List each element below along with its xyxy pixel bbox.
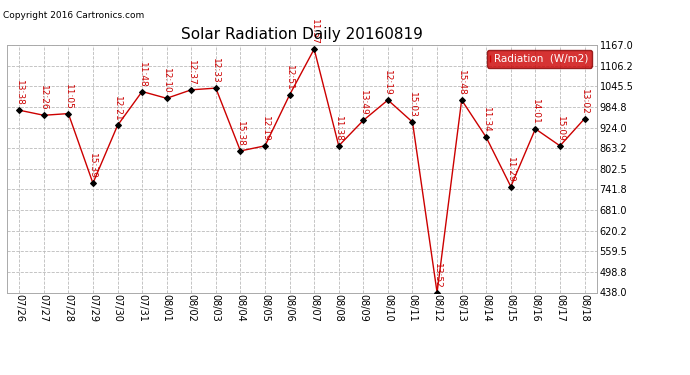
- Point: [210, 85, 221, 91]
- Text: 15:48: 15:48: [457, 70, 466, 96]
- Title: Solar Radiation Daily 20160819: Solar Radiation Daily 20160819: [181, 27, 423, 42]
- Text: 11:29: 11:29: [506, 157, 515, 182]
- Point: [14, 107, 25, 113]
- Point: [259, 143, 270, 149]
- Point: [358, 117, 369, 123]
- Text: 12:10: 12:10: [162, 68, 171, 94]
- Point: [505, 184, 516, 190]
- Point: [186, 87, 197, 93]
- Text: 13:52: 13:52: [433, 262, 442, 288]
- Point: [530, 126, 541, 132]
- Text: 12:26: 12:26: [39, 86, 48, 111]
- Text: 11:34: 11:34: [482, 107, 491, 133]
- Point: [112, 123, 123, 129]
- Text: 15:09: 15:09: [555, 116, 564, 142]
- Text: 13:02: 13:02: [580, 89, 589, 114]
- Text: 12:19: 12:19: [261, 116, 270, 142]
- Text: 11:48: 11:48: [137, 62, 146, 87]
- Text: 12:21: 12:21: [113, 96, 122, 121]
- Point: [481, 134, 492, 140]
- Text: 11:05: 11:05: [64, 84, 73, 110]
- Text: 15:39: 15:39: [88, 153, 97, 179]
- Text: 12:33: 12:33: [211, 58, 220, 84]
- Text: 11:57: 11:57: [310, 19, 319, 45]
- Text: 15:03: 15:03: [408, 92, 417, 118]
- Point: [555, 143, 566, 149]
- Point: [235, 148, 246, 154]
- Text: 11:38: 11:38: [334, 116, 343, 142]
- Text: 12:19: 12:19: [384, 70, 393, 96]
- Point: [407, 119, 418, 125]
- Point: [161, 95, 172, 101]
- Point: [382, 97, 393, 103]
- Point: [88, 180, 99, 186]
- Text: 13:49: 13:49: [359, 90, 368, 116]
- Text: 15:38: 15:38: [236, 121, 245, 147]
- Point: [38, 112, 49, 118]
- Point: [137, 88, 148, 94]
- Point: [333, 143, 344, 149]
- Point: [63, 111, 74, 117]
- Text: 12:51: 12:51: [285, 65, 294, 91]
- Text: 14:01: 14:01: [531, 99, 540, 125]
- Point: [308, 46, 319, 52]
- Point: [284, 92, 295, 98]
- Text: 13:38: 13:38: [14, 80, 23, 106]
- Text: Copyright 2016 Cartronics.com: Copyright 2016 Cartronics.com: [3, 11, 145, 20]
- Point: [456, 97, 467, 103]
- Legend: Radiation  (W/m2): Radiation (W/m2): [487, 50, 591, 68]
- Point: [431, 290, 442, 296]
- Point: [579, 116, 590, 122]
- Text: 12:37: 12:37: [187, 60, 196, 86]
